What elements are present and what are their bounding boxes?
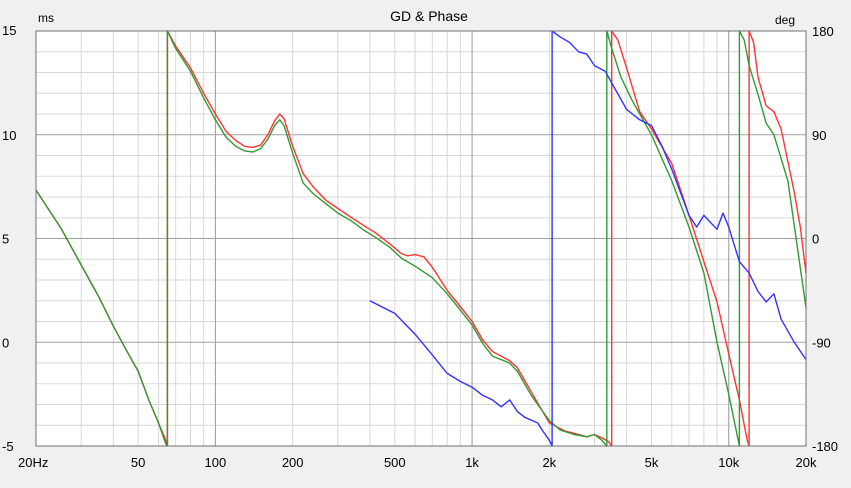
axes: 20Hz 50 100 200 500 1k 2k 5k 10k 20k151050-518090… <box>2 23 838 470</box>
y-left-tick-label: 0 <box>2 335 9 350</box>
x-tick-label: 200 <box>282 455 304 470</box>
x-tick-label: 20k <box>796 455 817 470</box>
series-line <box>369 30 807 447</box>
x-tick-label: 2k <box>542 455 556 470</box>
y-right-tick-label: -90 <box>812 335 831 350</box>
x-tick-label: 500 <box>384 455 406 470</box>
x-tick-label: 5k <box>645 455 659 470</box>
x-tick-label: 1k <box>465 455 479 470</box>
y-left-tick-label: 10 <box>2 128 16 143</box>
y-left-tick-label: 15 <box>2 23 16 38</box>
x-tick-label: 100 <box>205 455 227 470</box>
y-right-tick-label: 90 <box>812 128 826 143</box>
left-axis-unit: ms <box>38 11 54 25</box>
y-right-tick-label: -180 <box>812 439 838 454</box>
plot-border <box>35 30 807 447</box>
x-tick-label: 20Hz <box>18 455 48 470</box>
right-axis-unit: deg <box>775 13 795 27</box>
y-left-tick-label: 5 <box>2 232 9 247</box>
series-line <box>35 30 807 447</box>
chart-title: GD & Phase <box>390 8 468 24</box>
series-line <box>35 30 807 447</box>
grid <box>36 30 806 447</box>
x-tick-label: 10k <box>718 455 739 470</box>
y-left-tick-label: -5 <box>2 439 14 454</box>
y-right-tick-label: 0 <box>812 232 819 247</box>
series-layer <box>35 30 807 447</box>
y-right-tick-label: 180 <box>812 24 834 39</box>
x-tick-label: 50 <box>131 455 145 470</box>
